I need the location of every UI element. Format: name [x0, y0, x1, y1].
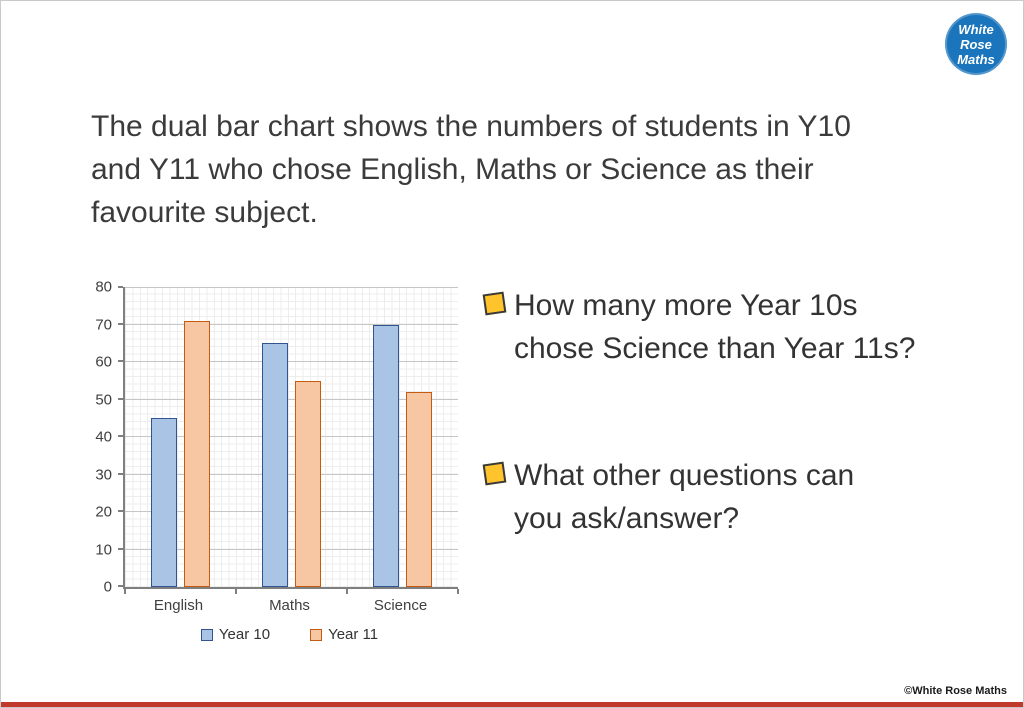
x-axis-labels: English Maths Science [123, 589, 456, 614]
y-tick-label: 30 [95, 466, 112, 483]
copyright-text: ©White Rose Maths [904, 685, 1007, 697]
bar-group-english [125, 287, 236, 587]
y-tick-label: 80 [95, 278, 112, 296]
legend-swatch-icon [200, 628, 213, 641]
x-axis-label-maths: Maths [269, 597, 310, 614]
x-tick-mark [234, 589, 237, 594]
y-tick-label: 70 [95, 316, 112, 333]
y-tick-label: 0 [103, 578, 112, 596]
question-text: What other questions can you ask/answer? [514, 459, 855, 535]
y-tick-mark [118, 585, 123, 587]
legend-label: Year 10 [218, 626, 271, 643]
bullet-icon [482, 461, 507, 486]
questions-list: How many more Year 10s chose Science tha… [482, 284, 984, 540]
gridline [125, 511, 458, 512]
bar-year-11-english [184, 320, 210, 587]
y-tick-label: 40 [95, 428, 112, 446]
y-tick-mark [118, 510, 123, 512]
chart-legend: Year 10 Year 11 [123, 614, 456, 643]
gridline [125, 398, 458, 400]
legend-item-year-11: Year 11 [310, 626, 378, 643]
question-item: How many more Year 10s chose Science tha… [482, 284, 984, 370]
y-tick-mark [118, 360, 123, 362]
y-tick-label: 10 [95, 541, 112, 558]
legend-label: Year 11 [328, 626, 379, 643]
x-axis-label-science: Science [373, 597, 428, 614]
y-tick-label: 20 [95, 503, 112, 521]
y-tick-mark [118, 435, 123, 437]
gridline [125, 287, 458, 288]
y-tick-label: 60 [95, 353, 112, 371]
bar-year-10-maths [262, 343, 288, 587]
bottom-accent-bar [1, 702, 1023, 707]
plot-area [123, 287, 459, 594]
x-tick-mark [124, 589, 126, 594]
x-axis-label-english: English [153, 597, 204, 614]
bar-year-11-science [406, 392, 432, 587]
gridline [125, 361, 458, 362]
white-rose-maths-logo: White Rose Maths [945, 13, 1007, 75]
question-text: How many more Year 10s chose Science tha… [514, 289, 916, 365]
bar-group-maths [236, 287, 347, 587]
legend-item-year-10: Year 10 [200, 626, 271, 643]
chart-plot-row: 0 10 20 30 40 50 60 70 80 [86, 279, 466, 596]
y-tick-label: 50 [95, 391, 112, 408]
gridline [125, 323, 458, 325]
logo-line: Rose [960, 36, 992, 52]
logo-line: White [958, 21, 994, 37]
bar-year-10-english [151, 418, 177, 587]
legend-swatch-icon [310, 628, 323, 641]
x-tick-mark [457, 589, 459, 594]
bar-year-10-science [373, 324, 399, 587]
y-tick-mark [118, 397, 123, 400]
bar-year-11-maths [295, 380, 321, 587]
gridline [125, 473, 458, 475]
question-item: What other questions can you ask/answer? [482, 454, 984, 540]
y-tick-mark [118, 472, 123, 475]
slide-title: The dual bar chart shows the numbers of … [91, 110, 851, 229]
logo-line: Maths [957, 51, 995, 67]
gridline [125, 548, 458, 550]
bullet-icon [482, 291, 507, 316]
y-axis: 0 10 20 30 40 50 60 70 80 [86, 279, 123, 596]
y-tick-mark [118, 286, 123, 288]
y-tick-mark [118, 322, 123, 325]
dual-bar-chart: 0 10 20 30 40 50 60 70 80 English Maths Science Ye… [86, 279, 466, 643]
x-tick-mark [345, 589, 348, 594]
y-tick-mark [118, 547, 123, 550]
bar-group-science [347, 287, 458, 587]
bar-groups [125, 287, 458, 587]
gridline [125, 436, 458, 437]
